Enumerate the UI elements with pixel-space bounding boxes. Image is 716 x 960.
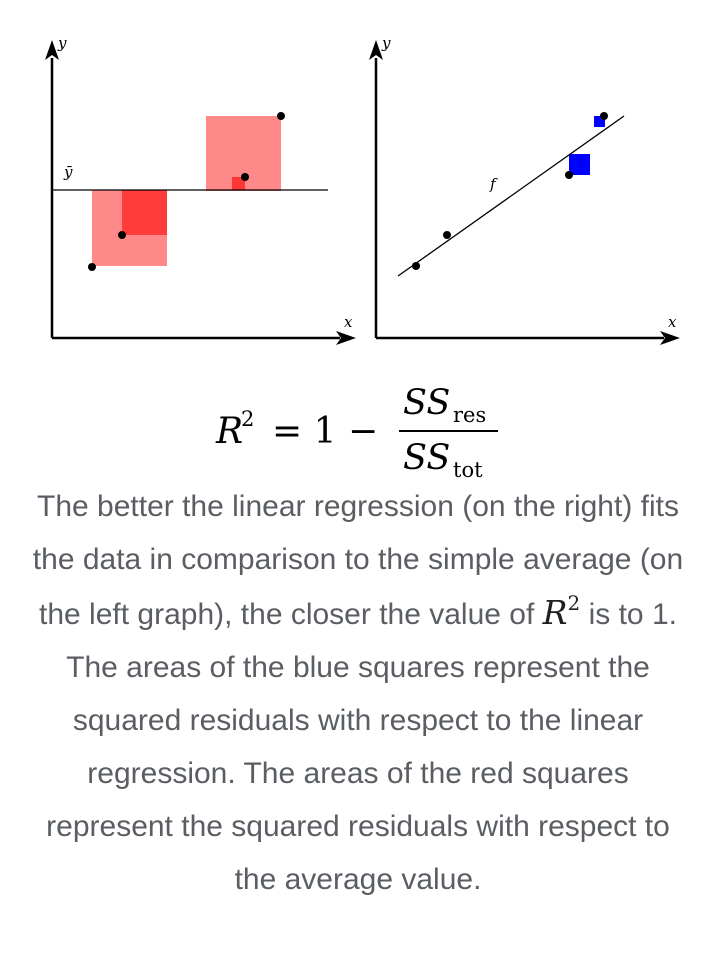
formula-denominator-base: SS (403, 438, 450, 478)
left-panel-simple-average: ȳ y x (45, 34, 356, 345)
formula-numerator-base: SS (403, 383, 450, 423)
formula-lhs-exponent: 2 (241, 407, 254, 431)
caption-part-2: is to 1. The areas of the blue squares r… (46, 598, 677, 896)
caption-part-1: The better the linear regression (on the… (32, 490, 684, 631)
data-point (600, 112, 608, 120)
data-point (88, 263, 96, 271)
x-axis-arrow (660, 331, 680, 345)
caption-r-squared-exponent: 2 (567, 591, 581, 615)
red-square-residual-4 (232, 177, 245, 190)
blue-square-residual-2 (594, 116, 605, 127)
mean-label: ȳ (63, 163, 73, 181)
y-axis-arrow (369, 40, 383, 60)
regression-r-squared-figure: ȳ y x f y x R 2 = (45, 34, 680, 480)
x-axis-label: x (344, 313, 353, 331)
r-squared-formula: R 2 = 1 − SS res SS tot (215, 383, 498, 480)
formula-lhs-base: R (215, 411, 243, 452)
formula-equals-one-minus: = 1 − (272, 411, 378, 452)
data-point (118, 231, 126, 239)
caption: The better the linear regression (on the… (30, 480, 686, 906)
y-axis-label: y (57, 34, 67, 52)
formula-denominator-subscript: tot (453, 458, 483, 480)
regression-line-label: f (489, 175, 498, 193)
right-panel-linear-regression: f y x (369, 34, 680, 345)
formula-numerator-subscript: res (453, 403, 486, 427)
y-axis-label: y (381, 34, 391, 52)
y-axis-arrow (45, 40, 59, 60)
x-axis-label: x (668, 313, 677, 331)
data-point (277, 112, 285, 120)
caption-r-squared-base: R (542, 593, 568, 632)
regression-line (397, 115, 625, 277)
data-point (241, 173, 249, 181)
data-point (412, 262, 420, 270)
blue-square-residual-1 (569, 154, 590, 175)
caption-r-squared: R2 (543, 593, 581, 632)
data-point (443, 231, 451, 239)
red-square-residual-2 (122, 190, 167, 235)
x-axis-arrow (336, 331, 356, 345)
data-point (565, 171, 573, 179)
